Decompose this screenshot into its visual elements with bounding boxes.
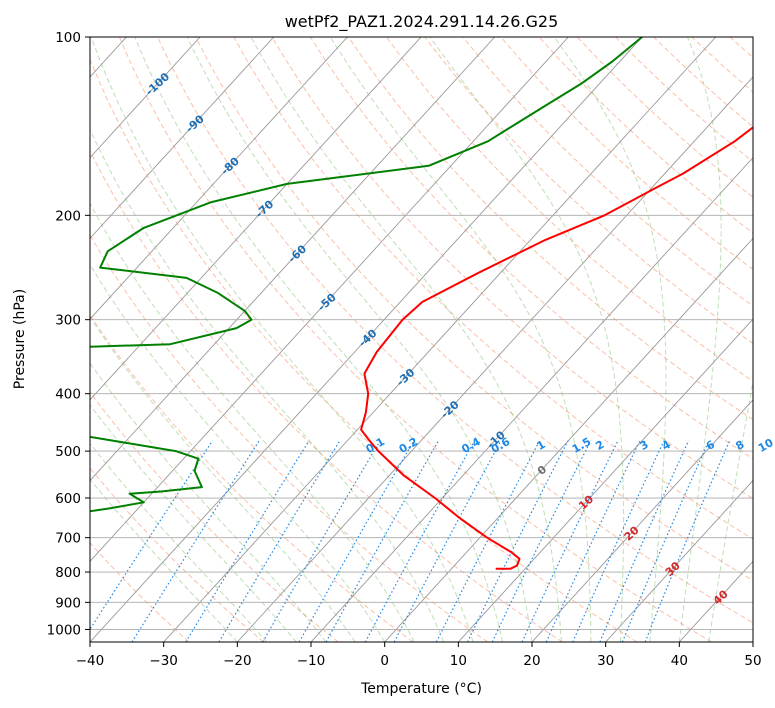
mixing-ratio-line — [218, 440, 341, 642]
moist-adiabat-line — [708, 378, 753, 642]
dry-adiabat-line — [90, 149, 563, 642]
moist-adiabat-line — [90, 315, 356, 642]
dry-adiabat-line — [90, 313, 414, 642]
y-tick-label: 200 — [55, 208, 81, 224]
moist-adiabat-line — [250, 37, 562, 642]
mixing-ratio-line — [262, 440, 381, 642]
mixing-ratio-line — [572, 440, 665, 642]
isotherm-line — [90, 37, 496, 482]
isotherm-line — [752, 641, 753, 642]
x-tick-label: −20 — [223, 653, 252, 669]
moist-adiabat-line — [134, 37, 503, 642]
moist-adiabat-line — [90, 442, 268, 642]
mixing-ratio-line — [466, 440, 569, 642]
dry-adiabat-line — [118, 37, 712, 642]
dry-adiabat-line — [424, 37, 753, 344]
mixing-ratio-line — [90, 440, 214, 631]
isotherm-line — [90, 37, 201, 159]
isotherm-line — [605, 479, 753, 642]
y-tick-label: 700 — [55, 531, 81, 547]
isotherm-line — [531, 399, 753, 642]
moist-adiabat-line — [553, 37, 667, 642]
mixing-ratio-line — [364, 440, 476, 642]
isotherm-line — [90, 37, 569, 562]
y-tick-label: 800 — [55, 565, 81, 581]
isotherm-line — [310, 156, 753, 642]
moist-adiabat-line — [90, 478, 238, 642]
moist-adiabat-line — [90, 37, 474, 642]
mixing-ratio-line — [131, 440, 260, 642]
y-tick-label: 300 — [55, 313, 81, 329]
x-tick-label: 0 — [380, 653, 389, 669]
mixing-ratio-line — [298, 440, 415, 642]
profile-series — [90, 37, 753, 570]
y-tick-label: 600 — [55, 491, 81, 507]
dry-adiabat-line — [768, 37, 775, 642]
dry-adiabat-line — [309, 37, 753, 460]
x-tick-label: 40 — [671, 653, 688, 669]
moist-adiabat-line — [90, 128, 445, 642]
plot-background — [90, 37, 753, 642]
isotherm-line — [90, 37, 422, 401]
mixing-ratio-label: 10 — [756, 436, 775, 455]
x-axis-title: Temperature (°C) — [360, 681, 482, 697]
y-axis: 100 200 300 400 500 600 700 800 900 1000 — [47, 30, 90, 638]
y-tick-label: 100 — [55, 30, 81, 46]
moist-adiabat-line — [90, 263, 386, 642]
moist-adiabat-line — [678, 37, 722, 642]
chart-title: wetPf2_PAZ1.2024.291.14.26.G25 — [285, 12, 559, 32]
isotherm-line — [90, 37, 643, 642]
dry-adiabat-line — [386, 37, 753, 382]
temperature-profile-line — [360, 126, 753, 570]
plot-frame — [89, 36, 754, 643]
y-axis-title: Pressure (hPa) — [12, 289, 28, 389]
x-tick-label: 50 — [744, 653, 761, 669]
mixing-ratio-line — [621, 440, 710, 642]
dry-adiabat-line — [157, 37, 753, 624]
y-tick-label: 900 — [55, 595, 81, 611]
mixing-ratio-line — [599, 440, 690, 642]
dry-adiabat-line — [271, 37, 753, 500]
grid-layer — [90, 37, 775, 642]
isotherm-line — [90, 37, 348, 320]
isotherm-line — [458, 318, 753, 642]
moist-adiabat-line — [90, 202, 415, 642]
x-tick-label: 10 — [450, 653, 467, 669]
isotherm-line — [237, 76, 753, 642]
isotherm-line — [90, 37, 275, 240]
dewpoint-profile-line — [90, 37, 643, 513]
mixing-ratio-line — [491, 440, 592, 642]
y-tick-label: 500 — [55, 444, 81, 460]
y-tick-label: 400 — [55, 387, 81, 403]
dry-adiabat-line — [195, 37, 753, 582]
isotherm-line — [384, 237, 753, 642]
moist-adiabat-line — [429, 37, 624, 642]
x-tick-label: 30 — [597, 653, 614, 669]
mixing-ratio-line — [185, 440, 310, 642]
moist-adiabat-line — [329, 37, 592, 642]
x-tick-label: −30 — [149, 653, 178, 669]
y-tick-label: 1000 — [47, 622, 81, 638]
x-tick-label: −10 — [297, 653, 326, 669]
isotherm-line — [163, 37, 717, 642]
mixing-ratio-line — [325, 440, 440, 642]
x-axis: −40 −30 −20 −10 0 10 20 30 40 50 — [76, 642, 762, 669]
moist-adiabat-line — [186, 37, 533, 642]
x-tick-label: 20 — [523, 653, 540, 669]
mixing-ratio-line — [545, 440, 641, 642]
x-tick-label: −40 — [76, 653, 105, 669]
